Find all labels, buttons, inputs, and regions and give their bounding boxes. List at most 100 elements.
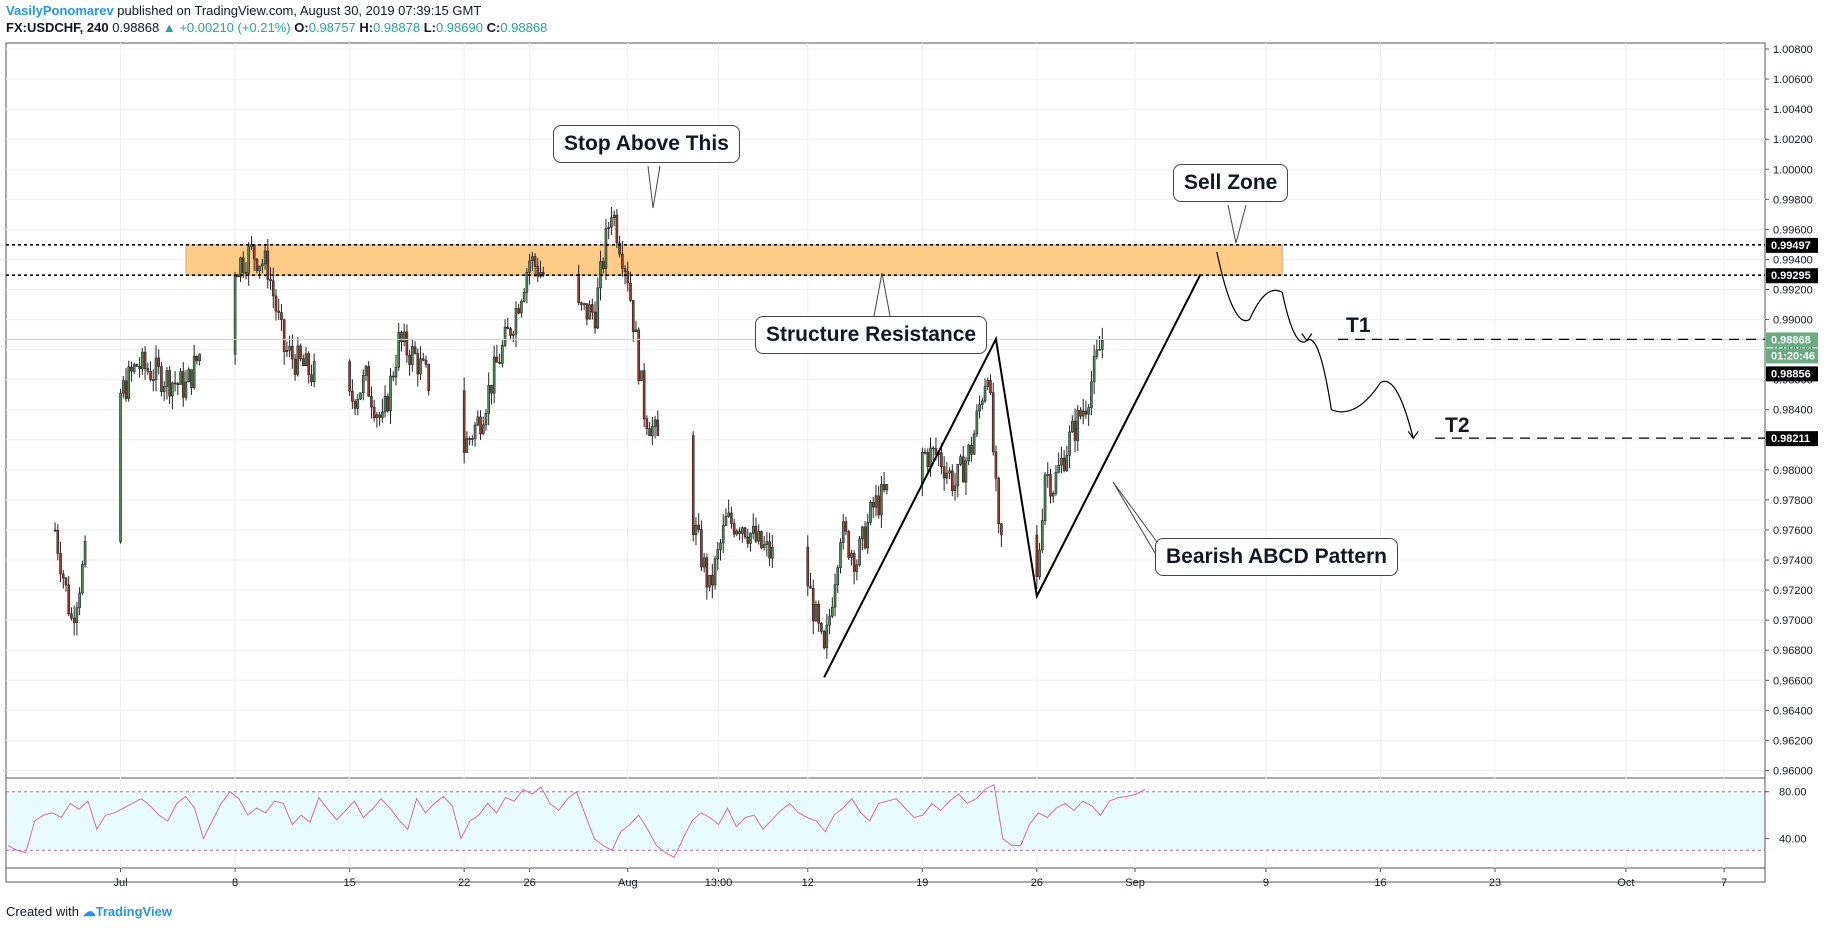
candle-body: [419, 358, 422, 375]
candle-body: [711, 574, 714, 586]
candle-body: [244, 272, 248, 274]
candle-body: [536, 266, 540, 277]
candle-body: [151, 379, 155, 381]
candle-body: [304, 353, 308, 367]
candle-body: [130, 366, 133, 372]
x-tick-label: Aug: [618, 877, 638, 889]
candle-body: [370, 396, 373, 408]
candle-body: [648, 428, 651, 437]
x-tick-label: 12: [802, 877, 814, 889]
candle-body: [138, 365, 141, 370]
candle-body: [520, 300, 523, 314]
tradingview-logo-icon[interactable]: ☁: [82, 904, 96, 919]
candle-body: [307, 353, 311, 375]
y-tick-label: 0.99000: [1773, 315, 1813, 327]
candle-body: [997, 477, 1000, 525]
rsi-tick-label: 80.00: [1779, 787, 1807, 799]
x-tick-label: 8: [232, 877, 238, 889]
candle-body: [708, 574, 711, 588]
candle-body: [261, 263, 264, 267]
candle-body: [691, 435, 695, 536]
candle-body: [146, 368, 150, 372]
candle-body: [762, 544, 766, 548]
candle-body: [421, 358, 425, 361]
candle-body: [274, 295, 278, 312]
candle-body: [1068, 431, 1071, 456]
candle-body: [754, 525, 758, 542]
candle-body: [471, 438, 474, 440]
candle-body: [1046, 474, 1050, 476]
candle-body: [749, 533, 752, 544]
bearish-abcd-callout: Bearish ABCD Pattern: [1155, 538, 1398, 576]
candle-body: [926, 452, 930, 468]
x-tick-label: 22: [458, 877, 470, 889]
candle-body: [299, 345, 302, 360]
candle-body: [522, 291, 526, 302]
candle-body: [479, 416, 482, 435]
footer: Created with ☁TradingView: [6, 904, 172, 920]
symbol-label: FX:USDCHF, 240: [6, 20, 109, 35]
candle-body: [850, 553, 853, 558]
candle-body: [593, 311, 597, 329]
candle-body: [511, 333, 515, 336]
candle-body: [394, 366, 398, 378]
candle-body: [951, 470, 954, 492]
candle-body: [719, 542, 722, 550]
y-tick-label: 0.96200: [1773, 735, 1813, 747]
candle-body: [495, 356, 499, 363]
candle-body: [506, 326, 510, 329]
candle-body: [863, 526, 867, 549]
candle-body: [310, 374, 313, 383]
candle-body: [285, 350, 289, 352]
structure-pointer: [873, 272, 891, 317]
candle-body: [986, 380, 990, 387]
candle-body: [1057, 464, 1060, 473]
tradingview-link[interactable]: TradingView: [95, 904, 172, 919]
candle-body: [277, 310, 281, 313]
author-link[interactable]: VasilyPonomarev: [6, 3, 114, 18]
candle-body: [280, 312, 283, 320]
candle-body: [1000, 523, 1003, 536]
candle-body: [1051, 492, 1055, 497]
candle-body: [468, 438, 471, 440]
candle-body: [56, 530, 60, 554]
candle-body: [533, 256, 537, 267]
candle-body: [961, 456, 965, 483]
price-axis-label: 0.98856: [1771, 368, 1811, 380]
candle-body: [149, 370, 152, 380]
candle-body: [811, 588, 815, 622]
candle-body: [503, 326, 507, 346]
candle-body: [874, 495, 878, 508]
candle-body: [858, 538, 861, 566]
y-tick-label: 0.99800: [1773, 194, 1813, 206]
candle-body: [75, 607, 79, 623]
projection-arrow-icon: [1301, 333, 1313, 342]
candle-body: [476, 416, 480, 426]
candle-body: [651, 426, 654, 437]
candle-body: [1090, 381, 1093, 408]
candle-body: [994, 451, 998, 479]
chart-frame: [5, 42, 1766, 883]
candle-body: [852, 553, 856, 572]
candle-body: [746, 536, 750, 544]
candle-body: [929, 447, 932, 468]
candle-body: [266, 250, 270, 280]
candle-body: [121, 380, 125, 394]
candle-body: [184, 381, 188, 398]
candle-body: [713, 558, 717, 586]
candle-body: [405, 331, 409, 356]
candle-body: [844, 521, 848, 532]
x-tick-label: 19: [916, 877, 928, 889]
candle-body: [1076, 410, 1080, 441]
candle-body: [162, 386, 166, 392]
candle-body: [820, 622, 823, 632]
x-tick-label: 16: [1374, 877, 1386, 889]
candle-body: [615, 214, 619, 244]
candle-body: [871, 502, 875, 508]
candle-body: [981, 400, 984, 405]
y-tick-label: 0.98400: [1773, 405, 1813, 417]
candle-body: [653, 419, 657, 427]
candle-body: [637, 329, 640, 381]
candle-body: [288, 346, 291, 351]
candle-body: [367, 366, 371, 397]
